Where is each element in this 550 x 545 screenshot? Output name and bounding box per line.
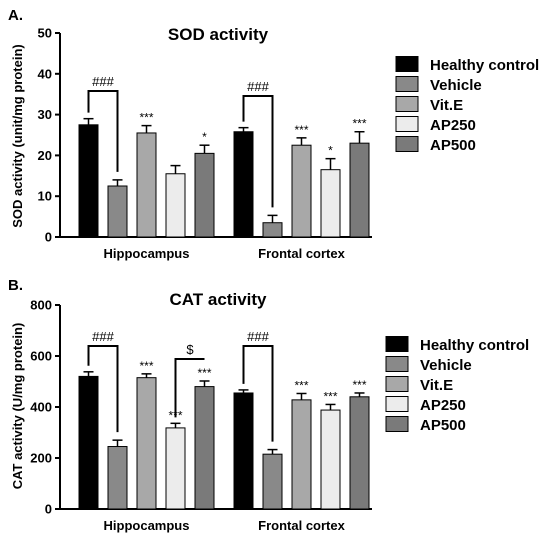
bar	[349, 142, 370, 238]
bar	[78, 375, 99, 510]
significance-label: ***	[294, 378, 308, 392]
legend-label: AP250	[420, 397, 466, 414]
legend-label: Healthy control	[420, 337, 529, 354]
x-category-label: Frontal cortex	[258, 518, 345, 533]
significance-bracket	[242, 95, 274, 208]
y-tick-label: 0	[45, 502, 52, 517]
legend-swatch	[395, 136, 419, 152]
y-axis-title: CAT activity (U/mg protein)	[10, 323, 25, 490]
y-axis-title: SOD activity (unit/mg protein)	[10, 44, 25, 227]
legend-swatch	[385, 356, 409, 372]
legend-label: AP250	[430, 117, 476, 134]
x-category-label: Hippocampus	[104, 246, 190, 261]
significance-bracket	[174, 357, 205, 418]
panel-letter: B.	[8, 277, 23, 294]
y-tick-label: 50	[38, 26, 52, 41]
legend-label: Vit.E	[430, 97, 463, 114]
chart-title: SOD activity	[168, 25, 269, 44]
bar	[320, 409, 341, 510]
legend-swatch	[385, 376, 409, 392]
legend-swatch	[395, 76, 419, 92]
bar	[107, 185, 128, 238]
bar	[194, 386, 215, 510]
y-tick-label: 400	[30, 400, 52, 415]
legend-swatch	[395, 116, 419, 132]
significance-label: ***	[352, 378, 366, 392]
y-tick-label: 40	[38, 66, 52, 81]
bar	[349, 396, 370, 510]
sod-legend: Healthy control Vehicle Vit.E AP250 AP500	[395, 56, 539, 154]
significance-label: *	[202, 130, 207, 144]
cat-plot-area: 0 200 400 600 800 Hippocampus *** *** *** Frontal…	[30, 298, 372, 533]
significance-label: ***	[139, 359, 153, 373]
legend-swatch	[385, 336, 409, 352]
y-tick-label: 30	[38, 107, 52, 122]
significance-label: *	[328, 144, 333, 158]
bar	[165, 173, 186, 238]
bracket-label: ###	[247, 79, 269, 94]
panel-letter: A.	[8, 7, 23, 24]
legend-label: Vehicle	[430, 77, 482, 94]
y-tick-label: 0	[45, 230, 52, 245]
bar	[262, 222, 283, 238]
legend-swatch	[395, 56, 419, 72]
bar	[291, 399, 312, 510]
bar	[78, 124, 99, 238]
legend-label: Vehicle	[420, 357, 472, 374]
significance-bracket	[87, 345, 119, 433]
bracket-label: $	[186, 342, 194, 357]
significance-bracket	[242, 345, 274, 442]
bracket-label: ###	[92, 329, 114, 344]
cat-legend: Healthy control Vehicle Vit.E AP250 AP500	[385, 336, 529, 434]
legend-label: AP500	[420, 417, 466, 434]
significance-bracket	[87, 90, 119, 172]
cat-chart-panel: B. CAT activity CAT activity (U/mg prote…	[8, 277, 529, 533]
y-tick-label: 200	[30, 451, 52, 466]
y-tick-label: 800	[30, 298, 52, 313]
bar	[194, 152, 215, 238]
bar	[136, 132, 157, 238]
legend-swatch	[385, 396, 409, 412]
bracket-label: ###	[92, 74, 114, 89]
bracket-label: ###	[247, 329, 269, 344]
bar	[136, 377, 157, 510]
significance-label: ***	[323, 389, 337, 403]
y-tick-label: 600	[30, 349, 52, 364]
bar	[165, 427, 186, 510]
bar	[107, 446, 128, 510]
x-category-label: Hippocampus	[104, 518, 190, 533]
bar	[291, 144, 312, 238]
legend-label: Vit.E	[420, 377, 453, 394]
bar	[320, 169, 341, 238]
chart-title: CAT activity	[170, 290, 268, 309]
legend-swatch	[385, 416, 409, 432]
significance-label: ***	[294, 123, 308, 137]
bar	[233, 131, 254, 238]
x-category-label: Frontal cortex	[258, 246, 345, 261]
significance-label: ***	[139, 111, 153, 125]
significance-label: ***	[197, 366, 211, 380]
bar	[262, 453, 283, 510]
y-tick-label: 20	[38, 148, 52, 163]
y-tick-label: 10	[38, 189, 52, 204]
legend-label: Healthy control	[430, 57, 539, 74]
legend-label: AP500	[430, 137, 476, 154]
legend-swatch	[395, 96, 419, 112]
significance-label: ***	[352, 117, 366, 131]
bar	[233, 392, 254, 510]
sod-chart-panel: A. SOD activity SOD activity (unit/mg pr…	[8, 7, 539, 261]
